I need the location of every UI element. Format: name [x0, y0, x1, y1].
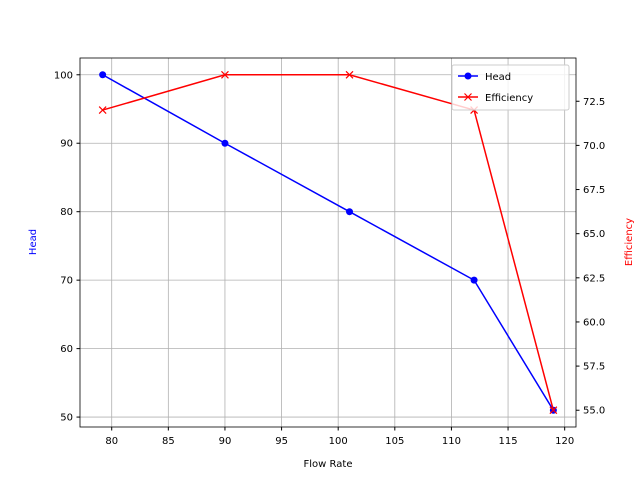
data-point-efficiency: [345, 70, 354, 79]
data-point-head: [470, 276, 478, 284]
data-point-head: [221, 139, 229, 147]
y-tick-label-left: 100: [54, 70, 73, 81]
legend-marker-head: [464, 72, 472, 80]
series-line-head: [102, 74, 554, 411]
x-tick-label: 100: [329, 436, 348, 447]
y-axis-label-left: Head: [28, 229, 39, 255]
x-tick-label: 90: [219, 436, 232, 447]
x-axis-label: Flow Rate: [304, 459, 353, 470]
y-tick-label-left: 60: [60, 344, 73, 355]
y-tick-label-right: 57.5: [583, 362, 605, 373]
x-tick-label: 85: [162, 436, 175, 447]
series-lines: [98, 70, 558, 415]
y-tick-label-left: 80: [60, 207, 73, 218]
x-tick-label: 105: [385, 436, 404, 447]
y-tick-label-right: 62.5: [583, 273, 605, 284]
legend: Head Efficiency: [451, 64, 570, 111]
ticks: 80 85 90 95 100 105 110 115 120 50 60 70 80 90 100 55.0…: [54, 70, 605, 447]
y-tick-label-left: 70: [60, 276, 73, 287]
y-tick-label-left: 90: [60, 139, 73, 150]
y-tick-label-right: 72.5: [583, 97, 605, 108]
y-axis-label-right: Efficiency: [624, 218, 635, 266]
x-tick-label: 95: [275, 436, 288, 447]
legend-marker-efficiency: [464, 93, 472, 101]
y-tick-label-right: 55.0: [583, 406, 605, 417]
x-tick-label: 120: [555, 436, 574, 447]
x-tick-label: 115: [499, 436, 518, 447]
data-point-head: [99, 71, 107, 79]
axes-frame: [79, 57, 577, 428]
x-tick-label: 80: [105, 436, 118, 447]
x-tick-label: 110: [442, 436, 461, 447]
legend-label-efficiency: Efficiency: [485, 93, 533, 104]
y-tick-label-right: 67.5: [583, 185, 605, 196]
data-point-head: [346, 208, 354, 216]
grid: [80, 58, 576, 427]
data-point-efficiency: [221, 70, 229, 79]
data-point-efficiency: [549, 406, 558, 415]
y-tick-label-right: 65.0: [583, 229, 605, 240]
y-tick-label-left: 50: [60, 413, 73, 424]
series-line-efficiency: [102, 74, 555, 411]
y-tick-label-right: 70.0: [583, 141, 605, 152]
y-tick-label-right: 60.0: [583, 317, 605, 328]
data-point-efficiency: [98, 106, 107, 115]
legend-label-head: Head: [485, 72, 511, 83]
